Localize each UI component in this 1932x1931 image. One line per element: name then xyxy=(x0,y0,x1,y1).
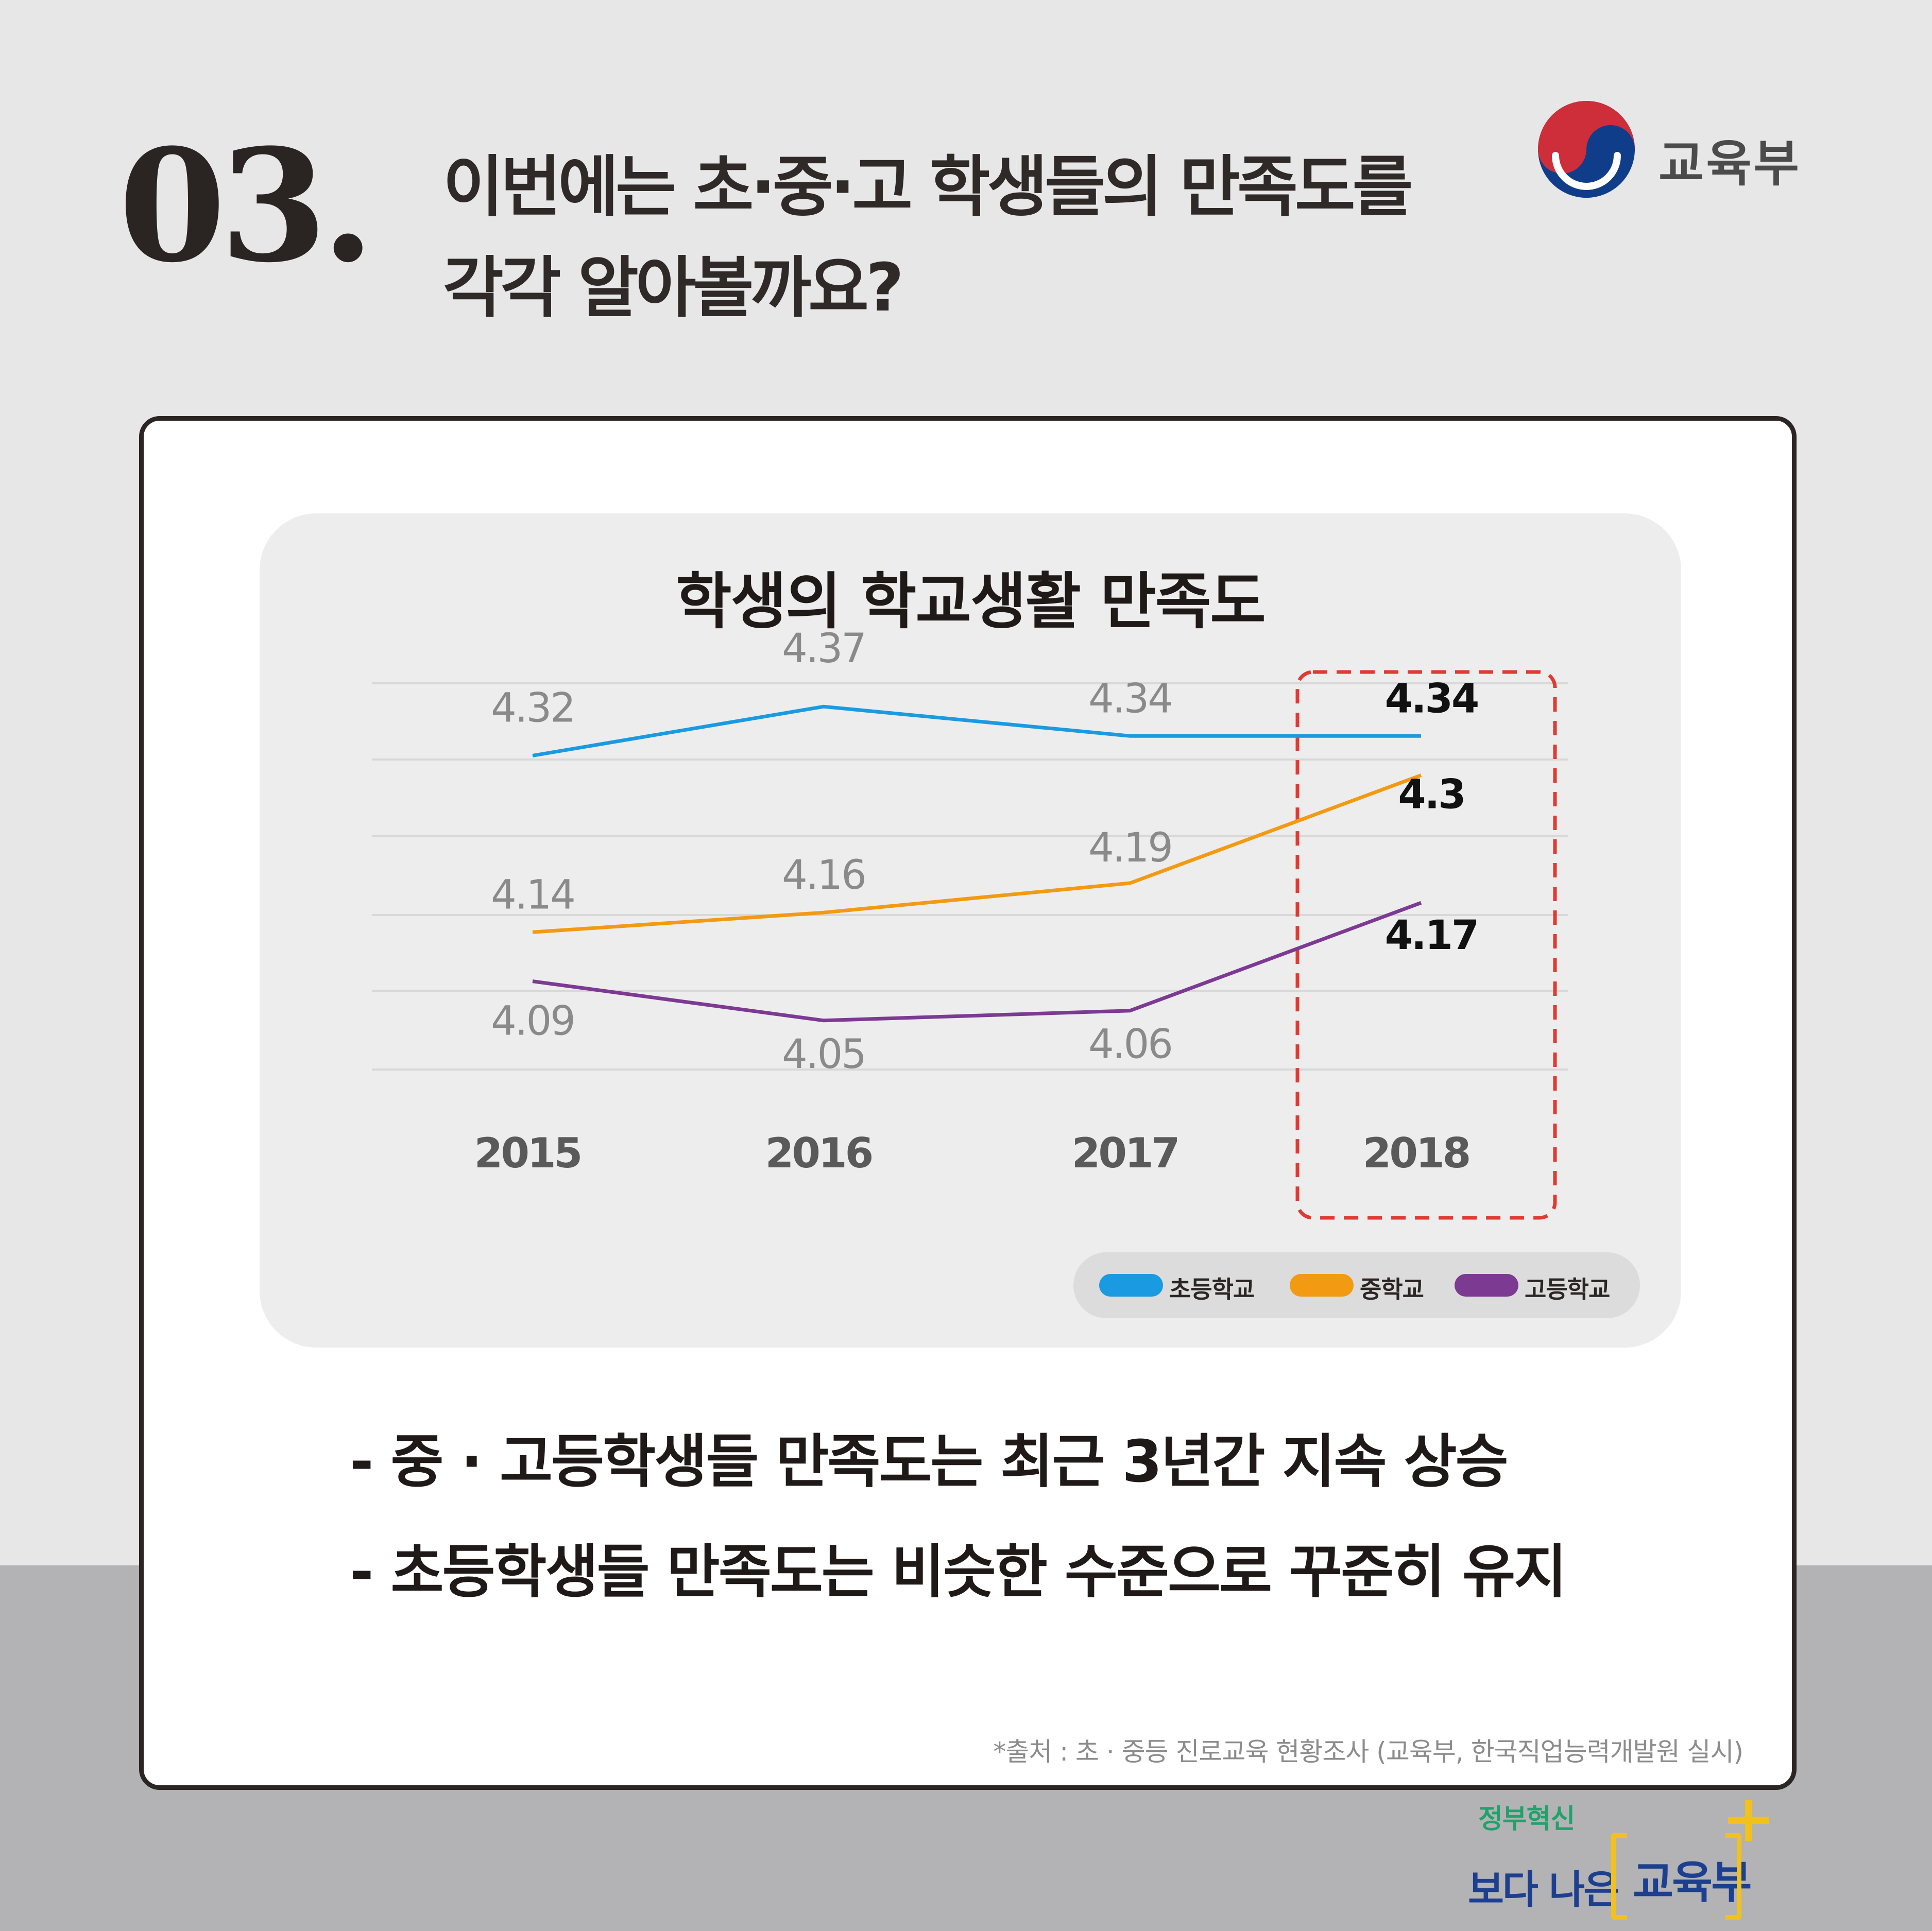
footer-logo-main: 보다 나은 xyxy=(1468,1867,1619,1912)
data-label-s0-2016: 4.37 xyxy=(782,626,865,672)
chart-series xyxy=(532,704,1422,1023)
x-tick-2018: 2018 xyxy=(1363,1129,1469,1177)
headline-line-2: 각각 알아볼까요? xyxy=(443,250,904,326)
data-label-s2-2015: 4.09 xyxy=(491,998,574,1045)
data-label-s2-2017: 4.06 xyxy=(1088,1022,1172,1068)
government-emblem-icon xyxy=(1538,101,1635,198)
source-note: *출처 : 초 · 중등 진로교육 현황조사 (교육부, 한국직업능력개발원 실… xyxy=(993,1737,1743,1767)
x-tick-2016: 2016 xyxy=(765,1129,872,1177)
data-label-s1-2015: 4.14 xyxy=(491,872,574,918)
line-chart: 4.32 4.37 4.34 4.34 4.14 4.16 4.19 4.3 4.09 4.05 4… xyxy=(372,626,1568,1220)
data-label-s2-2016: 4.05 xyxy=(782,1031,865,1078)
data-label-s0-2018: 4.34 xyxy=(1385,676,1478,722)
data-label-s0-2017: 4.34 xyxy=(1088,676,1172,722)
chart-gridlines xyxy=(372,682,1568,1071)
footer-logo-ministry: 교육부 xyxy=(1633,1857,1752,1908)
content-card: 학생의 학교생활 만족도 4.32 4.37 4.34 4.34 4.14 4.16 4.1… xyxy=(139,416,1797,1790)
x-tick-2017: 2017 xyxy=(1072,1129,1178,1177)
chart-data-labels: 4.32 4.37 4.34 4.34 4.14 4.16 4.19 4.3 4.09 4.05 4… xyxy=(491,626,1479,1078)
headline-line-1: 이번에는 초·중·고 학생들의 만족도를 xyxy=(443,149,1413,226)
legend-label-middle: 중학교 xyxy=(1360,1275,1424,1303)
series-line-0 xyxy=(532,704,1421,757)
data-label-s2-2018: 4.17 xyxy=(1385,912,1478,959)
footer-logo-sub: 정부혁신 xyxy=(1478,1804,1575,1835)
data-label-s0-2015: 4.32 xyxy=(491,685,574,731)
legend-swatch-middle xyxy=(1290,1274,1354,1297)
legend-label-high: 고등학교 xyxy=(1525,1275,1610,1303)
ministry-name: 교육부 xyxy=(1659,135,1801,193)
headline: 이번에는 초·중·고 학생들의 만족도를 각각 알아볼까요? xyxy=(443,149,1413,326)
section-number: 03. xyxy=(118,115,375,297)
bracket-right-icon xyxy=(1725,1833,1741,1920)
summary-bullets: - 중 · 고등학생들 만족도는 최근 3년간 지속 상승 - 초등학생들 만족… xyxy=(350,1407,1567,1627)
chart-panel: 학생의 학교생활 만족도 4.32 4.37 4.34 4.34 4.14 4.16 4.1… xyxy=(260,513,1681,1348)
x-tick-2015: 2015 xyxy=(474,1129,581,1177)
chart-title: 학생의 학교생활 만족도 xyxy=(676,566,1266,637)
summary-bullet-1: - 중 · 고등학생들 만족도는 최근 3년간 지속 상승 xyxy=(350,1428,1509,1495)
bracket-left-icon xyxy=(1611,1833,1627,1920)
legend-swatch-high xyxy=(1455,1274,1518,1297)
data-label-s1-2017: 4.19 xyxy=(1088,825,1172,871)
data-label-s1-2018: 4.3 xyxy=(1398,772,1464,818)
footer-logo: 정부혁신 보다 나은 교육부 xyxy=(1468,1797,1772,1921)
legend-label-elementary: 초등학교 xyxy=(1169,1275,1255,1303)
chart-legend: 초등학교 중학교 고등학교 xyxy=(1073,1252,1640,1318)
series-line-1 xyxy=(532,773,1422,934)
summary-bullet-2: - 초등학생들 만족도는 비슷한 수준으로 꾸준히 유지 xyxy=(350,1539,1567,1606)
series-line-2 xyxy=(532,901,1422,1023)
chart-x-ticks: 2015 2016 2017 2018 xyxy=(474,1129,1472,1177)
legend-swatch-elementary xyxy=(1099,1274,1163,1297)
highlight-2018-box xyxy=(1295,670,1557,1220)
plus-icon xyxy=(1728,1800,1769,1841)
data-label-s1-2016: 4.16 xyxy=(782,852,865,899)
